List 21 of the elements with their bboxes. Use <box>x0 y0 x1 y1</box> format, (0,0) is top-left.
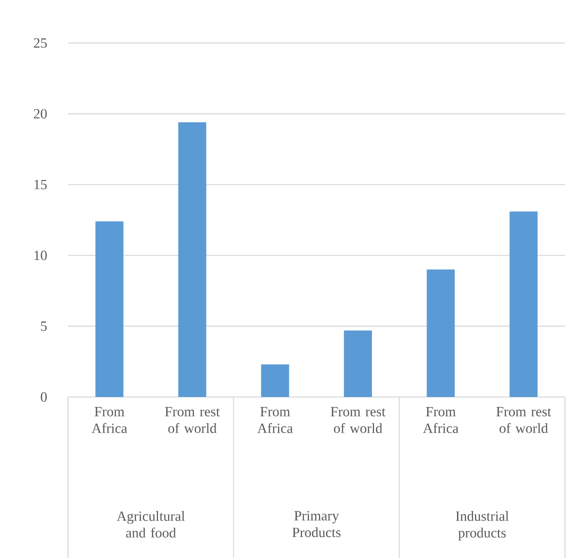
y-tick-label: 0 <box>40 392 47 402</box>
x-tick-label: From Africa <box>92 407 128 434</box>
bar <box>344 330 372 397</box>
x-tick-label: From rest of world <box>165 407 220 434</box>
x-tick-label: From Africa <box>257 407 293 434</box>
y-tick-label: 10 <box>34 250 47 260</box>
bar <box>510 212 538 397</box>
y-tick-label: 5 <box>41 322 47 331</box>
text: Primary Products <box>292 511 340 538</box>
bar <box>95 221 124 397</box>
bar <box>178 122 206 397</box>
y-tick-label: 25 <box>34 38 47 48</box>
y-tick-label: 20 <box>34 109 47 119</box>
x-tick-label: From rest of world <box>330 407 386 434</box>
y-tick-label: 15 <box>34 180 47 190</box>
bar <box>426 270 455 397</box>
text: Industrial products <box>456 511 509 540</box>
text: Agricultural and food <box>116 511 185 538</box>
x-tick-label: From rest of world <box>496 407 552 434</box>
x-tick-label: From Africa <box>423 407 458 434</box>
bar <box>261 364 290 397</box>
